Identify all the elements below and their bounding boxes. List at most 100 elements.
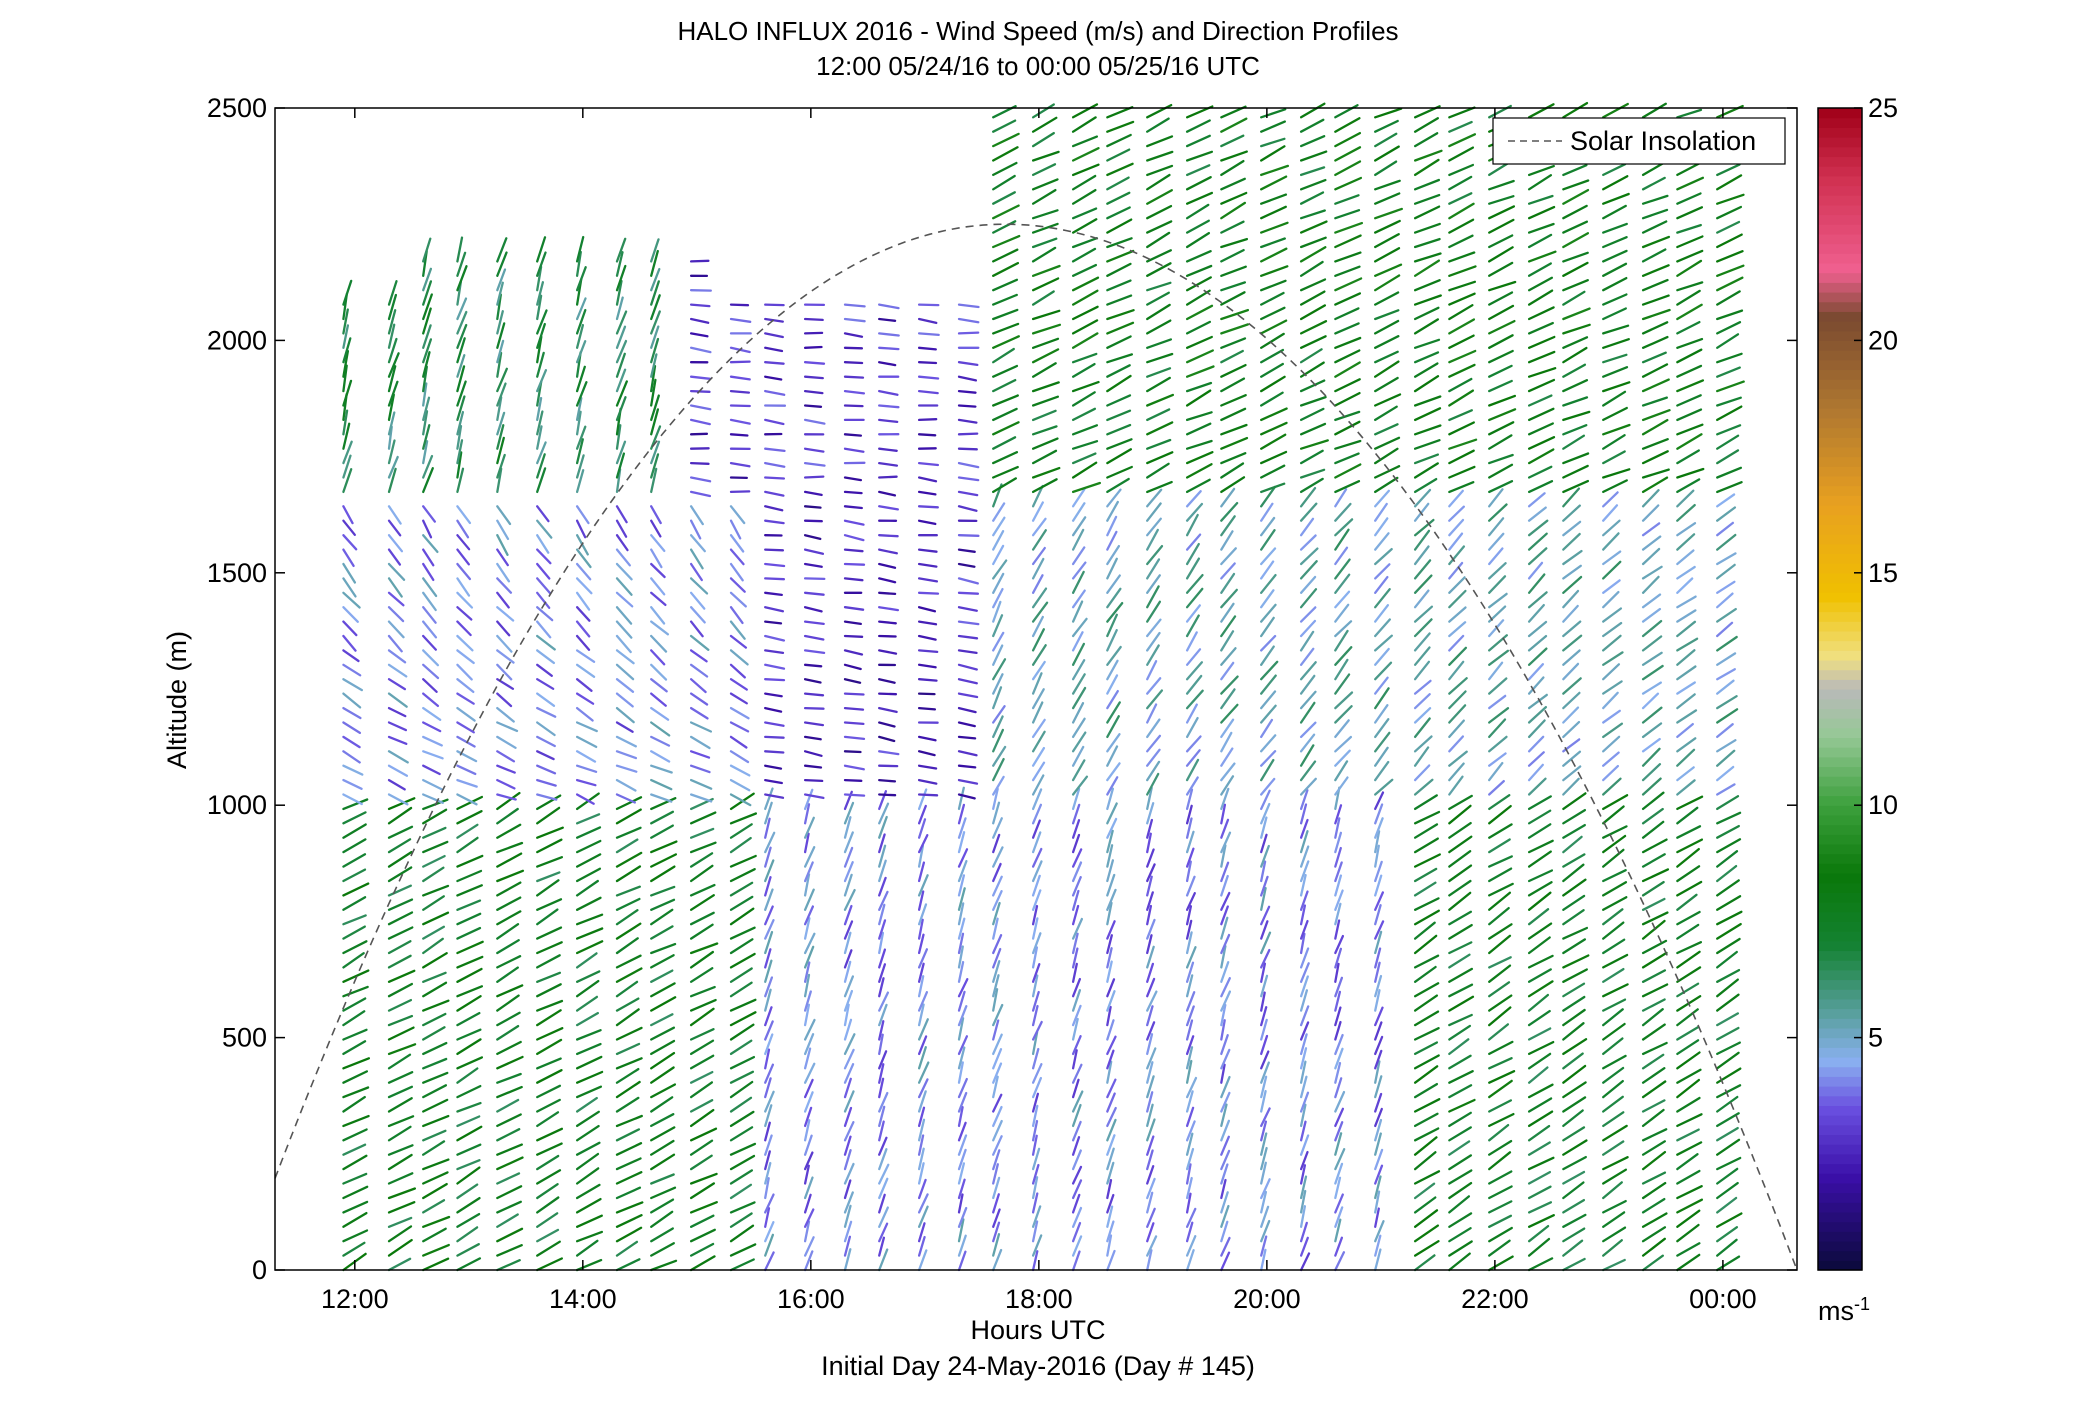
wind-barb [1562,575,1583,594]
wind-barb [1220,1003,1227,1027]
wind-barb [422,440,429,465]
wind-barb [387,797,416,811]
wind-barb [1602,869,1627,883]
wind-barb [1641,1067,1666,1084]
wind-barb [878,903,886,926]
wind-barb [1260,265,1289,277]
wind-barb [1146,189,1173,205]
wind-barb [1071,1165,1083,1185]
wind-barb [1106,601,1124,623]
wind-barb [1334,488,1348,508]
wind-barb [1146,376,1171,393]
wind-barb [1413,306,1440,321]
wind-barb [1220,787,1230,811]
wind-barb [1374,575,1389,594]
wind-barb [1071,917,1084,940]
wind-barb [342,925,366,940]
wind-barb [1716,1012,1740,1027]
wind-barb [422,808,448,825]
wind-barb [729,926,756,940]
wind-barb [1527,936,1551,955]
wind-barb [689,548,704,570]
wind-barb [1374,803,1384,825]
wind-barb [387,1043,417,1056]
wind-barb [689,418,711,426]
wind-barb [843,1033,856,1056]
wind-barb [1602,921,1625,940]
wind-barb [1146,393,1175,407]
wind-barb [764,1251,775,1272]
wind-barb [1106,423,1132,436]
wind-barb [1562,379,1589,393]
wind-barb [1374,1148,1384,1171]
wind-barb [536,620,552,639]
wind-barb [917,1205,929,1228]
wind-barb [650,865,676,883]
wind-barb [878,692,898,696]
wind-barb [1374,376,1399,393]
colorbar-segment [1818,505,1862,516]
wind-barb [422,750,444,760]
wind-barb [387,280,398,306]
wind-barb [342,1143,367,1156]
wind-barb [456,1143,482,1156]
wind-barb [1448,304,1474,321]
wind-barb [1488,334,1514,349]
wind-barb [1413,1112,1439,1128]
wind-barb [803,1078,814,1099]
wind-barb [917,361,938,365]
wind-barb [917,735,937,742]
wind-barb [1334,817,1341,839]
wind-barb [575,1110,600,1128]
wind-barb [342,308,349,335]
wind-barb [1299,701,1316,724]
wind-barb [1334,902,1342,926]
wind-barb [1413,1054,1440,1070]
wind-barb [1716,250,1744,263]
wind-barb [1106,733,1121,753]
wind-barb [1488,349,1514,364]
wind-barb [1106,120,1135,133]
wind-barb [615,735,637,748]
wind-barb [803,548,825,555]
wind-barb [1448,864,1473,883]
wind-barb [1106,947,1113,969]
wind-barb [1413,158,1440,177]
wind-barb [1374,1190,1381,1214]
wind-barb [1527,1052,1552,1070]
wind-barb [1448,175,1473,191]
colorbar-segment [1818,843,1862,855]
wind-barb [387,721,408,732]
wind-barb [917,476,938,483]
wind-barb [387,467,397,494]
wind-barb [878,404,900,409]
wind-barb [1260,1248,1267,1272]
wind-barb [496,293,502,321]
wind-barb [992,308,1019,321]
wind-barb [803,519,823,523]
wind-barb [957,620,980,626]
wind-barb [1071,276,1100,292]
wind-barb [1448,377,1473,393]
wind-barb [1146,802,1155,825]
wind-barb [1374,676,1389,695]
wind-barb [1220,436,1249,450]
wind-barb [1641,194,1669,205]
wind-barb [843,375,865,379]
wind-barb [1185,176,1212,191]
wind-barb [615,793,636,804]
wind-barb [1448,449,1475,465]
wind-barb [1146,1103,1154,1128]
wind-barb [496,869,525,883]
wind-barb [764,793,785,799]
wind-barb [1220,861,1230,883]
wind-barb [1716,1156,1742,1171]
wind-barb [536,649,556,665]
colorbar-segment [1818,640,1862,651]
wind-barb [917,519,937,526]
wind-barb [575,505,590,525]
wind-barb [689,1054,715,1070]
wind-barb [917,505,939,509]
wind-barb [1299,1175,1308,1200]
wind-barb [1374,860,1383,883]
